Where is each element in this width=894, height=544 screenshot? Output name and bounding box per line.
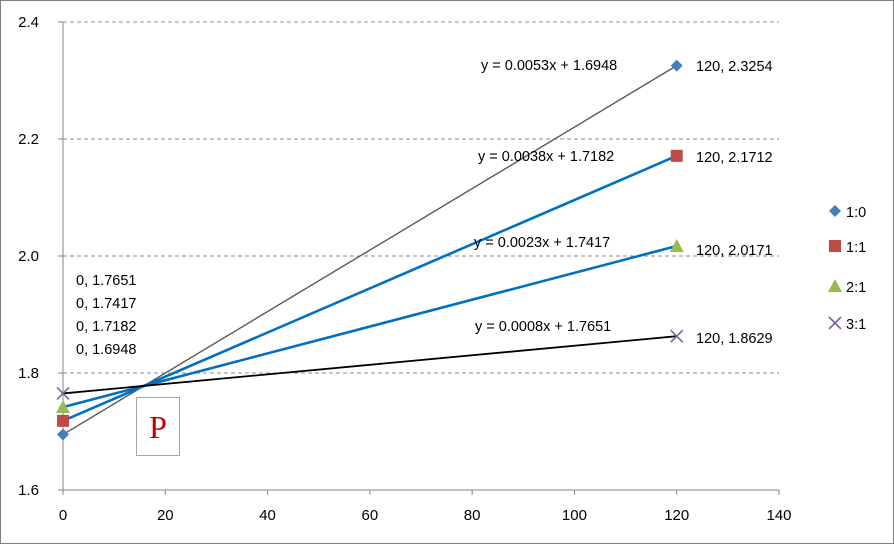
data-point-2-1 — [56, 400, 70, 414]
end-point-label: 120, 2.0171 — [696, 243, 773, 259]
legend-label: 3:1 — [846, 317, 866, 333]
start-point-label: 0, 1.7417 — [76, 296, 136, 312]
legend-label: 2:1 — [846, 280, 866, 296]
data-point-3-1-stroke — [670, 329, 684, 343]
point-p-label: P — [149, 408, 167, 445]
data-point-1-1 — [57, 414, 69, 427]
x-tick-label: 140 — [766, 507, 791, 524]
trendline-2-1 — [62, 244, 678, 409]
legend-marker-3-1 — [828, 316, 842, 330]
end-point-label: 120, 2.3254 — [696, 59, 773, 75]
y-tick-label: 2.4 — [18, 14, 39, 31]
legend-marker-3-1-stroke — [828, 316, 842, 330]
x-tick-label: 80 — [464, 507, 481, 524]
trendline-equation: y = 0.0023x + 1.7417 — [474, 235, 610, 251]
end-point-label: 120, 2.1712 — [696, 150, 773, 166]
trendline-equation: y = 0.0038x + 1.7182 — [478, 149, 614, 165]
trendline-1-1 — [62, 154, 678, 423]
x-tick-label: 20 — [157, 507, 174, 524]
trendline-1-0 — [62, 65, 678, 436]
data-point-3-1-stroke — [56, 386, 70, 400]
trendline-3-1 — [62, 335, 677, 395]
legend-label: 1:1 — [846, 240, 866, 256]
data-point-3-1 — [670, 329, 684, 343]
trendline-equation: y = 0.0008x + 1.7651 — [475, 319, 611, 335]
legend-marker-2-1 — [828, 279, 842, 292]
y-tick-label: 2.0 — [18, 248, 39, 265]
start-point-label: 0, 1.7182 — [76, 319, 136, 335]
data-point-1-1 — [670, 149, 683, 162]
x-tick-label: 60 — [362, 507, 379, 524]
data-point-1-0 — [57, 428, 69, 441]
y-tick-label: 1.6 — [18, 482, 39, 499]
y-tick-label: 2.2 — [18, 131, 39, 148]
data-point-3-1 — [56, 386, 70, 400]
end-point-label: 120, 1.8629 — [696, 331, 773, 347]
legend-label: 1:0 — [846, 205, 866, 221]
start-point-label: 0, 1.6948 — [76, 342, 136, 358]
legend-marker-1-0 — [829, 205, 841, 217]
x-tick-label: 40 — [259, 507, 276, 524]
y-tick-label: 1.8 — [18, 365, 39, 382]
point-p-label-box: P — [136, 397, 180, 456]
legend-marker-1-1 — [829, 240, 841, 252]
start-point-label: 0, 1.7651 — [76, 273, 136, 289]
x-tick-label: 120 — [664, 507, 689, 524]
data-point-1-0 — [670, 59, 683, 72]
data-point-2-1 — [669, 238, 684, 252]
x-tick-label: 100 — [562, 507, 587, 524]
trendline-equation: y = 0.0053x + 1.6948 — [481, 58, 617, 74]
x-tick-label: 0 — [59, 507, 67, 524]
